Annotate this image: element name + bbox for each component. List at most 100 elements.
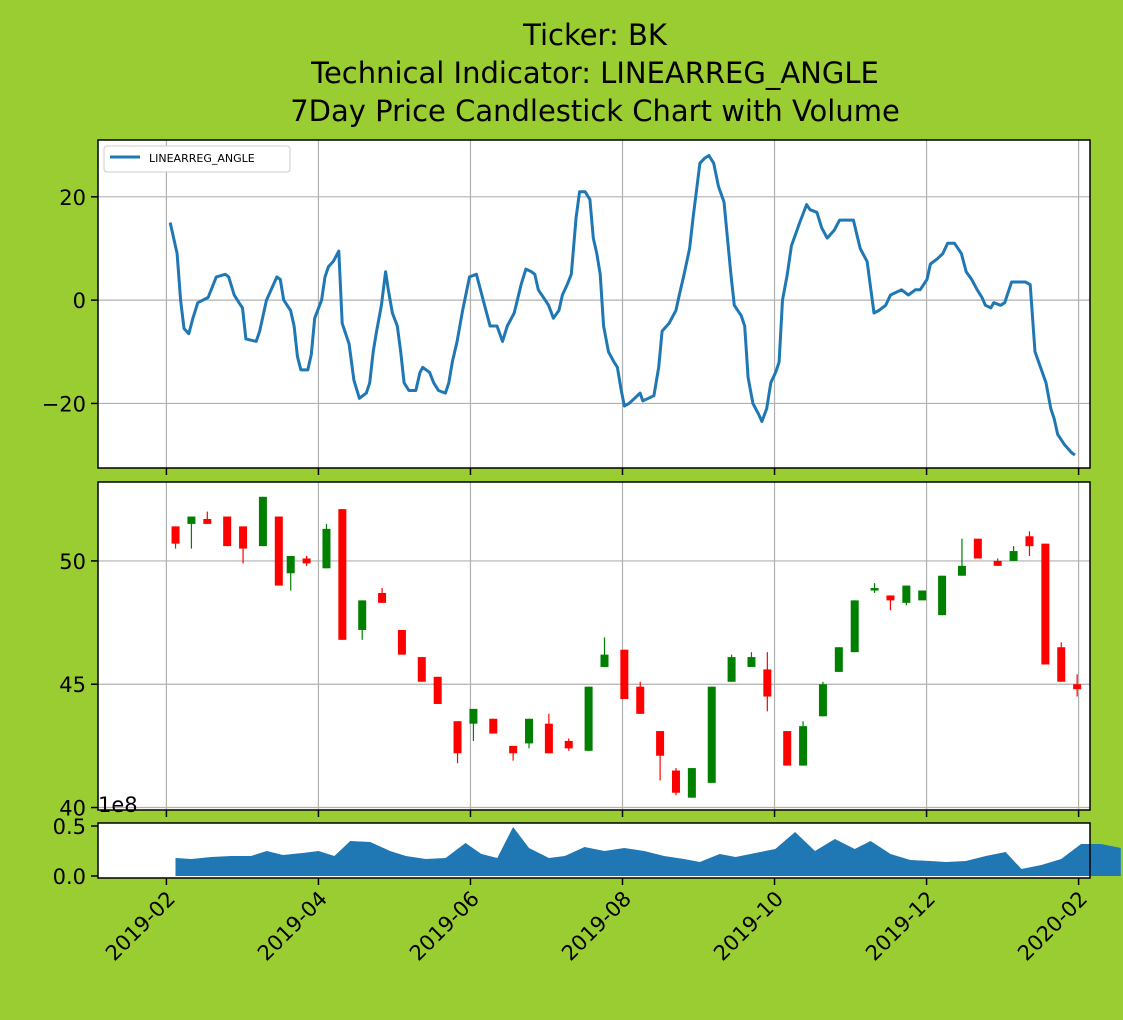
candle-body-16: [453, 721, 462, 754]
indicator-y-tick-label-1: 0: [73, 289, 86, 313]
candle-33: [763, 652, 772, 712]
candle-body-41: [902, 585, 911, 603]
candle-body-7: [286, 555, 295, 574]
candle-body-5: [258, 496, 267, 547]
indicator-grid: [98, 140, 1090, 468]
title-line-1: Ticker: BK: [522, 18, 668, 52]
candle-1: [187, 516, 196, 549]
candle-body-4: [239, 526, 248, 549]
candle-16: [453, 721, 462, 764]
candle-body-34: [783, 731, 792, 766]
candle-body-15: [433, 676, 442, 704]
candle-body-20: [525, 718, 534, 744]
price-y-tick-label-1: 45: [59, 673, 86, 697]
candle-48: [1025, 531, 1034, 556]
candle-body-21: [544, 723, 553, 754]
candle-body-14: [417, 657, 426, 682]
candle-body-8: [302, 558, 311, 564]
candle-45: [973, 538, 982, 559]
candle-5: [258, 496, 267, 547]
candle-body-3: [223, 516, 232, 547]
candle-14: [417, 657, 426, 682]
candle-3: [223, 516, 232, 547]
price-y-axis: 40 45 50: [59, 550, 98, 821]
candle-15: [433, 676, 442, 704]
volume-panel-frame: [97, 822, 1091, 879]
candle-body-42: [918, 590, 927, 601]
candle-20: [525, 718, 534, 749]
candle-18: [489, 718, 498, 734]
candle-21: [544, 713, 553, 754]
indicator-x-ticks: [165, 468, 1080, 475]
candle-25: [620, 649, 629, 700]
candle-12: [378, 588, 387, 603]
legend-label: LINEARREG_ANGLE: [149, 152, 255, 165]
price-y-tick-label-2: 50: [59, 550, 86, 574]
candle-43: [938, 575, 947, 616]
candle-30: [707, 686, 716, 783]
price-x-ticks: [165, 810, 1080, 817]
candle-body-10: [338, 509, 347, 640]
candle-0: [171, 526, 180, 549]
candle-27: [656, 731, 665, 781]
candle-body-9: [322, 528, 331, 569]
candle-body-22: [564, 740, 573, 749]
candle-11: [358, 600, 367, 640]
candle-body-47: [1009, 551, 1018, 561]
indicator-panel: −20 0 20 LINEARREG_ANGLE: [42, 139, 1091, 475]
candle-17: [469, 708, 478, 741]
candle-body-45: [973, 538, 982, 559]
candle-body-30: [707, 686, 716, 783]
candle-body-0: [171, 526, 180, 544]
candle-body-43: [938, 575, 947, 616]
candle-body-37: [834, 647, 843, 672]
candle-body-23: [584, 686, 593, 751]
candle-24: [600, 637, 609, 667]
candle-49: [1041, 543, 1050, 665]
candle-7: [286, 555, 295, 591]
volume-area: [175, 827, 1121, 876]
candle-body-2: [203, 518, 212, 524]
volume-y-axis: 0.0 0.5: [53, 815, 98, 889]
candle-6: [274, 516, 283, 586]
candle-body-1: [187, 516, 196, 524]
candle-44: [957, 538, 966, 576]
candle-body-38: [850, 600, 859, 653]
candle-body-44: [957, 565, 966, 576]
candle-body-49: [1041, 543, 1050, 665]
candle-23: [584, 686, 593, 751]
candle-body-32: [747, 657, 756, 667]
candle-39: [870, 583, 879, 593]
candle-4: [239, 526, 248, 564]
volume-y-tick-label-0: 0.0: [53, 865, 86, 889]
candle-body-25: [620, 649, 629, 700]
candle-body-35: [799, 726, 808, 766]
indicator-panel-frame: [97, 139, 1091, 469]
candle-body-13: [397, 629, 406, 655]
price-y-tick-label-0: 40: [59, 797, 86, 821]
candle-50: [1057, 642, 1066, 682]
candle-13: [397, 629, 406, 655]
candle-body-40: [886, 595, 895, 601]
candle-19: [509, 745, 518, 761]
candle-body-26: [636, 686, 645, 714]
indicator-panel-background: [98, 140, 1090, 468]
candle-body-6: [274, 516, 283, 586]
candle-body-27: [656, 731, 665, 756]
candle-32: [747, 652, 756, 667]
indicator-legend: LINEARREG_ANGLE: [103, 145, 291, 173]
candle-46: [993, 558, 1002, 566]
candle-body-51: [1073, 684, 1082, 690]
candle-body-33: [763, 669, 772, 697]
indicator-line: [168, 154, 1076, 457]
candle-37: [834, 647, 843, 672]
candle-body-39: [870, 588, 879, 591]
indicator-y-axis: −20 0 20: [42, 186, 98, 416]
price-panel-frame: [97, 481, 1091, 811]
candle-47: [1009, 546, 1018, 561]
candle-body-11: [358, 600, 367, 630]
indicator-y-tick-label-2: 20: [59, 186, 86, 210]
candle-36: [818, 681, 827, 717]
candle-body-28: [671, 770, 680, 793]
candle-body-17: [469, 708, 478, 724]
